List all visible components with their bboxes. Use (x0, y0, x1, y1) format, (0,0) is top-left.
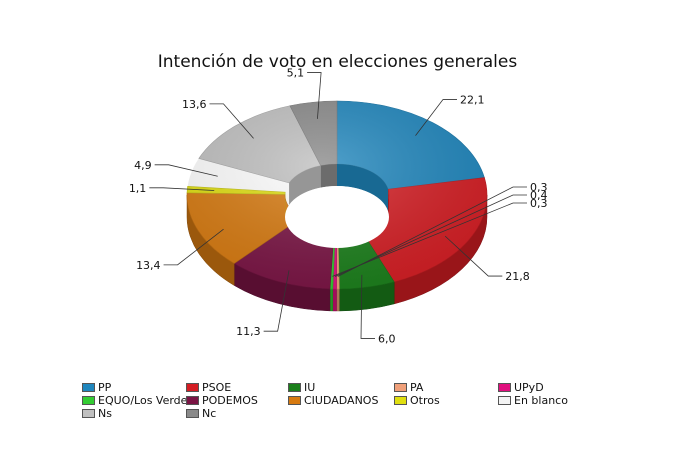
legend-swatch (186, 383, 199, 392)
legend-swatch (498, 396, 511, 405)
legend-swatch (82, 383, 95, 392)
data-label: 11,3 (236, 325, 261, 338)
data-label: 13,6 (182, 98, 207, 111)
legend-label: PSOE (202, 381, 232, 394)
data-label: 0,3 (530, 197, 548, 210)
leader-line (263, 270, 290, 332)
legend-label: En blanco (514, 394, 568, 407)
legend-label: Nc (202, 407, 217, 420)
legend-label: EQUO/Los Verdes (98, 394, 194, 407)
legend-item: CIUDADANOS (288, 394, 378, 407)
slice-wall-equo-los-verdes (329, 288, 334, 312)
legend-label: PP (98, 381, 112, 394)
leader-line (337, 186, 527, 277)
legend-item: PP (82, 381, 111, 394)
legend-label: PODEMOS (202, 394, 258, 407)
legend-swatch (288, 396, 301, 405)
slice-wall-upyd (332, 288, 337, 312)
legend-label: Ns (98, 407, 112, 420)
leader-line (444, 235, 503, 277)
legend-swatch (186, 396, 199, 405)
legend-item: Otros (394, 394, 440, 407)
leader-line (149, 187, 215, 191)
slice-otros (186, 186, 286, 195)
legend-swatch (82, 396, 95, 405)
leader-line (209, 103, 254, 139)
legend-swatch (498, 383, 511, 392)
legend-item: IU (288, 381, 315, 394)
leader-line (360, 274, 376, 339)
legend-item: PA (394, 381, 423, 394)
data-label: 4,9 (134, 159, 152, 172)
data-label: 13,4 (136, 259, 161, 272)
leader-line (415, 99, 457, 136)
data-label: 6,0 (378, 332, 396, 345)
legend-item: EQUO/Los Verdes (82, 394, 193, 407)
legend-label: PA (410, 381, 424, 394)
legend-item: UPyD (498, 381, 544, 394)
donut-hole (285, 186, 389, 248)
leader-line (154, 164, 218, 177)
leader-line (163, 228, 224, 266)
legend-label: IU (304, 381, 316, 394)
legend-swatch (288, 383, 301, 392)
inner-wall (388, 189, 389, 217)
inner-wall (337, 164, 389, 212)
data-label: 5,1 (287, 67, 305, 80)
legend-swatch (394, 396, 407, 405)
legend-item: PSOE (186, 381, 231, 394)
data-label: 21,8 (505, 270, 530, 283)
legend-label: UPyD (514, 381, 544, 394)
leader-line (334, 194, 527, 277)
chart-title: Intención de voto en elecciones generale… (157, 52, 518, 72)
legend-item: En blanco (498, 394, 568, 407)
legend-swatch (394, 383, 407, 392)
legend-item: PODEMOS (186, 394, 258, 407)
data-label: 0,4 (530, 189, 548, 202)
leader-line (332, 202, 527, 277)
legend-label: CIUDADANOS (304, 394, 379, 407)
inner-wall (320, 164, 337, 188)
slice-wall-pa (336, 288, 340, 312)
leader-line (307, 72, 322, 119)
data-label: 22,1 (460, 94, 485, 107)
data-label: 1,1 (129, 182, 147, 195)
legend-swatch (186, 409, 199, 418)
legend-swatch (82, 409, 95, 418)
data-label: 0,3 (530, 181, 548, 194)
legend-item: Ns (82, 407, 112, 420)
legend-label: Otros (410, 394, 440, 407)
inner-wall (289, 165, 321, 205)
legend-item: Nc (186, 407, 216, 420)
